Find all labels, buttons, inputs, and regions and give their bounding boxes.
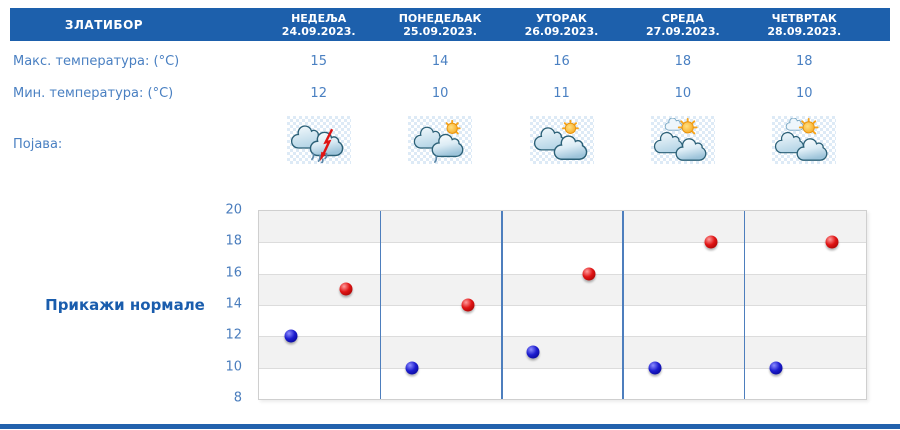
sun [562, 119, 579, 134]
sun [445, 119, 461, 134]
day-header-tuesday: УТОРАК 26.09.2023. [501, 8, 622, 41]
data-point-max-2 [582, 267, 596, 281]
max-temp-value: 18 [795, 54, 813, 69]
weather-icon-cell-wednesday [651, 116, 715, 164]
forecast-table-header: ЗЛАТИБОР НЕДЕЉА 24.09.2023. ПОНЕДЕЉАК 25… [10, 8, 890, 41]
data-point-max-1 [461, 298, 475, 312]
raindrop [434, 155, 438, 163]
partly-sunny-icon [653, 117, 707, 161]
day-name: НЕДЕЉА [291, 11, 347, 25]
lightning-bolt [319, 128, 334, 161]
sun-cloud-rain-icon [413, 119, 464, 163]
y-tick-label: 20 [225, 202, 242, 218]
day-name: ЧЕТВРТАК [771, 11, 837, 25]
small-outline-cloud [664, 117, 683, 131]
y-axis-labels: 8 10 12 14 16 18 20 [198, 203, 250, 406]
y-tick-label: 14 [225, 296, 242, 312]
day-header-monday: ПОНЕДЕЉАК 25.09.2023. [379, 8, 500, 41]
location-title: ЗЛАТИБОР [64, 17, 144, 32]
temperature-plot [258, 210, 867, 400]
gridline [259, 242, 866, 244]
day-separator [501, 211, 503, 399]
y-tick-label: 18 [225, 233, 242, 249]
y-tick-label: 10 [225, 359, 242, 375]
sun [677, 117, 698, 134]
data-point-max-3 [704, 235, 718, 249]
plot-band [259, 211, 866, 243]
plot-band [259, 336, 866, 368]
appearance-label: Појава: [13, 137, 63, 152]
y-tick-label: 8 [233, 390, 242, 406]
gridline [259, 305, 866, 306]
y-tick-label: 12 [225, 327, 242, 343]
partly-sunny-icon [774, 117, 828, 161]
raindrops [311, 152, 328, 163]
footer-divider-bar [0, 424, 900, 429]
max-temp-value: 16 [553, 54, 570, 69]
day-separator [622, 211, 624, 399]
data-point-max-4 [825, 235, 839, 249]
max-temp-value: 18 [674, 54, 692, 69]
day-name: СРЕДА [661, 11, 704, 25]
data-point-min-4 [769, 361, 783, 375]
weather-icon-cell-monday [408, 116, 472, 164]
day-header-thursday: ЧЕТВРТАК 28.09.2023. [744, 8, 865, 41]
min-temperature-label: Мин. температура: (°C) [13, 86, 174, 101]
sun-behind-clouds-icon [533, 119, 588, 160]
day-date: 28.09.2023. [767, 24, 842, 38]
max-temperature-label: Макс. температура: (°C) [13, 54, 180, 69]
show-normals-button[interactable]: Прикажи нормале [45, 296, 205, 314]
day-separator [379, 211, 382, 399]
max-temperature-row: Макс. температура: (°C) 15 14 16 18 18 [10, 54, 890, 70]
sun [798, 117, 819, 134]
data-point-min-3 [648, 361, 662, 375]
gridline [259, 273, 866, 275]
day-name: ПОНЕДЕЉАК [398, 11, 482, 25]
appearance-row: Појава: [10, 137, 890, 153]
small-outline-cloud [785, 117, 804, 131]
day-date: 27.09.2023. [645, 24, 720, 38]
weather-icon-cell-thursday [772, 116, 836, 164]
max-temp-value: 15 [310, 54, 327, 69]
max-temp-value: 14 [431, 54, 449, 69]
gridline [259, 336, 866, 338]
day-header-wednesday: СРЕДА 27.09.2023. [622, 8, 743, 41]
day-date: 26.09.2023. [524, 24, 599, 38]
weather-icon-cell-sunday [287, 116, 351, 164]
day-date: 24.09.2023. [281, 24, 356, 38]
data-point-min-2 [526, 345, 540, 359]
min-temp-value: 10 [431, 86, 449, 101]
min-temp-value: 10 [674, 86, 692, 101]
plot-band [259, 273, 866, 305]
y-tick-label: 16 [225, 265, 242, 281]
min-temp-value: 10 [795, 86, 813, 101]
day-name: УТОРАК [536, 11, 587, 25]
data-point-min-1 [405, 361, 419, 375]
min-temp-value: 12 [310, 86, 327, 101]
weather-icon-cell-tuesday [530, 116, 594, 164]
day-separator [743, 211, 746, 399]
min-temperature-row: Мин. температура: (°C) 12 10 11 10 10 [10, 86, 890, 102]
min-temp-value: 11 [553, 86, 570, 101]
cloud-rain-thunder-icon [290, 124, 344, 163]
gridline [259, 367, 866, 369]
day-date: 25.09.2023. [403, 24, 477, 38]
data-point-min-0 [284, 329, 298, 343]
day-header-sunday: НЕДЕЉА 24.09.2023. [258, 8, 379, 41]
data-point-max-0 [339, 282, 353, 296]
